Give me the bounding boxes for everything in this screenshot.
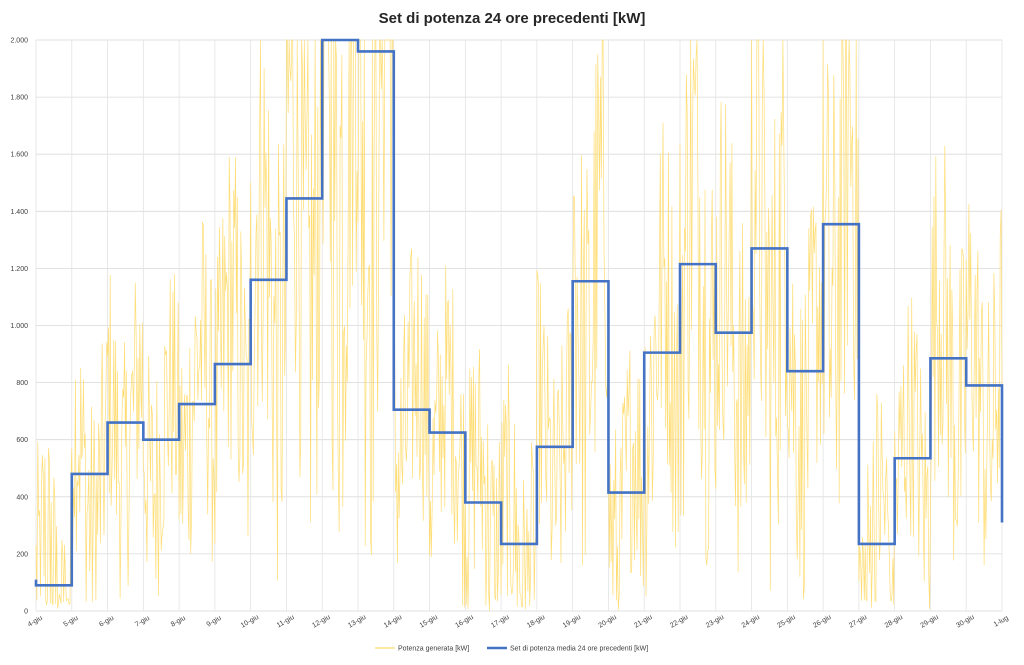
x-tick-label: 16-giu [454,614,474,630]
x-tick-label: 4-giu [27,615,44,629]
x-tick-label: 25-giu [776,614,796,630]
y-tick-label: 1.000 [10,323,28,330]
y-tick-label: 600 [16,437,28,444]
generated-power-line [35,39,1003,611]
y-tick-labels: 0 200 400 600 800 1.000 1.200 1.400 1.600 1.800 2.… [10,38,28,616]
x-tick-label: 18-giu [526,614,546,630]
x-tick-label: 8-giu [170,615,187,629]
x-tick-label: 27-giu [848,614,868,630]
y-tick-label: 200 [16,551,28,558]
y-tick-label: 1.200 [10,266,28,273]
x-tick-labels: 4-giu 5-giu 6-giu 7-giu 8-giu 9-giu 10-giu 11-g… [27,614,1010,630]
y-tick-label: 1.400 [10,209,28,216]
x-tick-label: 21-giu [633,614,653,630]
x-tick-label: 30-giu [955,614,975,630]
x-tick-label: 11-giu [276,614,296,630]
generated-power-series [35,39,1003,611]
chart-title: Set di potenza 24 ore precedenti [kW] [378,10,646,27]
x-tick-label: 9-giu [206,615,223,629]
x-tick-label: 22-giu [669,614,689,630]
setpoint-step-line [34,38,1004,587]
x-tick-label: 13-giu [347,614,367,630]
legend-label-generated: Potenza generata [kW] [398,646,469,653]
x-tick-label: 29-giu [920,614,940,630]
x-tick-label: 14-giu [383,614,403,630]
setpoint-series [34,38,1004,587]
x-tick-label: 17-giu [490,614,510,630]
x-tick-label: 7-giu [134,615,151,629]
y-tick-label: 1.600 [10,152,28,159]
x-tick-label: 26-giu [812,614,832,630]
x-tick-label: 23-giu [705,614,725,630]
x-tick-label: 19-giu [562,614,582,630]
x-tick-label: 12-giu [311,614,331,630]
legend-label-setpoint: Set di potenza media 24 ore precedenti [… [510,646,648,653]
legend: Potenza generata [kW] Set di potenza med… [375,646,648,653]
x-tick-label: 28-giu [884,614,904,630]
y-tick-label: 400 [16,494,28,501]
x-tick-label: 10-giu [240,614,260,630]
x-tick-label: 6-giu [98,615,115,629]
x-tick-label: 24-giu [741,614,761,630]
x-tick-label: 5-giu [63,615,80,629]
x-tick-label: 20-giu [598,614,618,630]
x-tick-label: 15-giu [419,614,439,630]
y-tick-label: 0 [24,609,28,616]
y-tick-label: 2.000 [10,38,28,45]
y-tick-label: 800 [16,380,28,387]
x-tick-label: 1-lug [993,615,1010,629]
y-tick-label: 1.800 [10,95,28,102]
